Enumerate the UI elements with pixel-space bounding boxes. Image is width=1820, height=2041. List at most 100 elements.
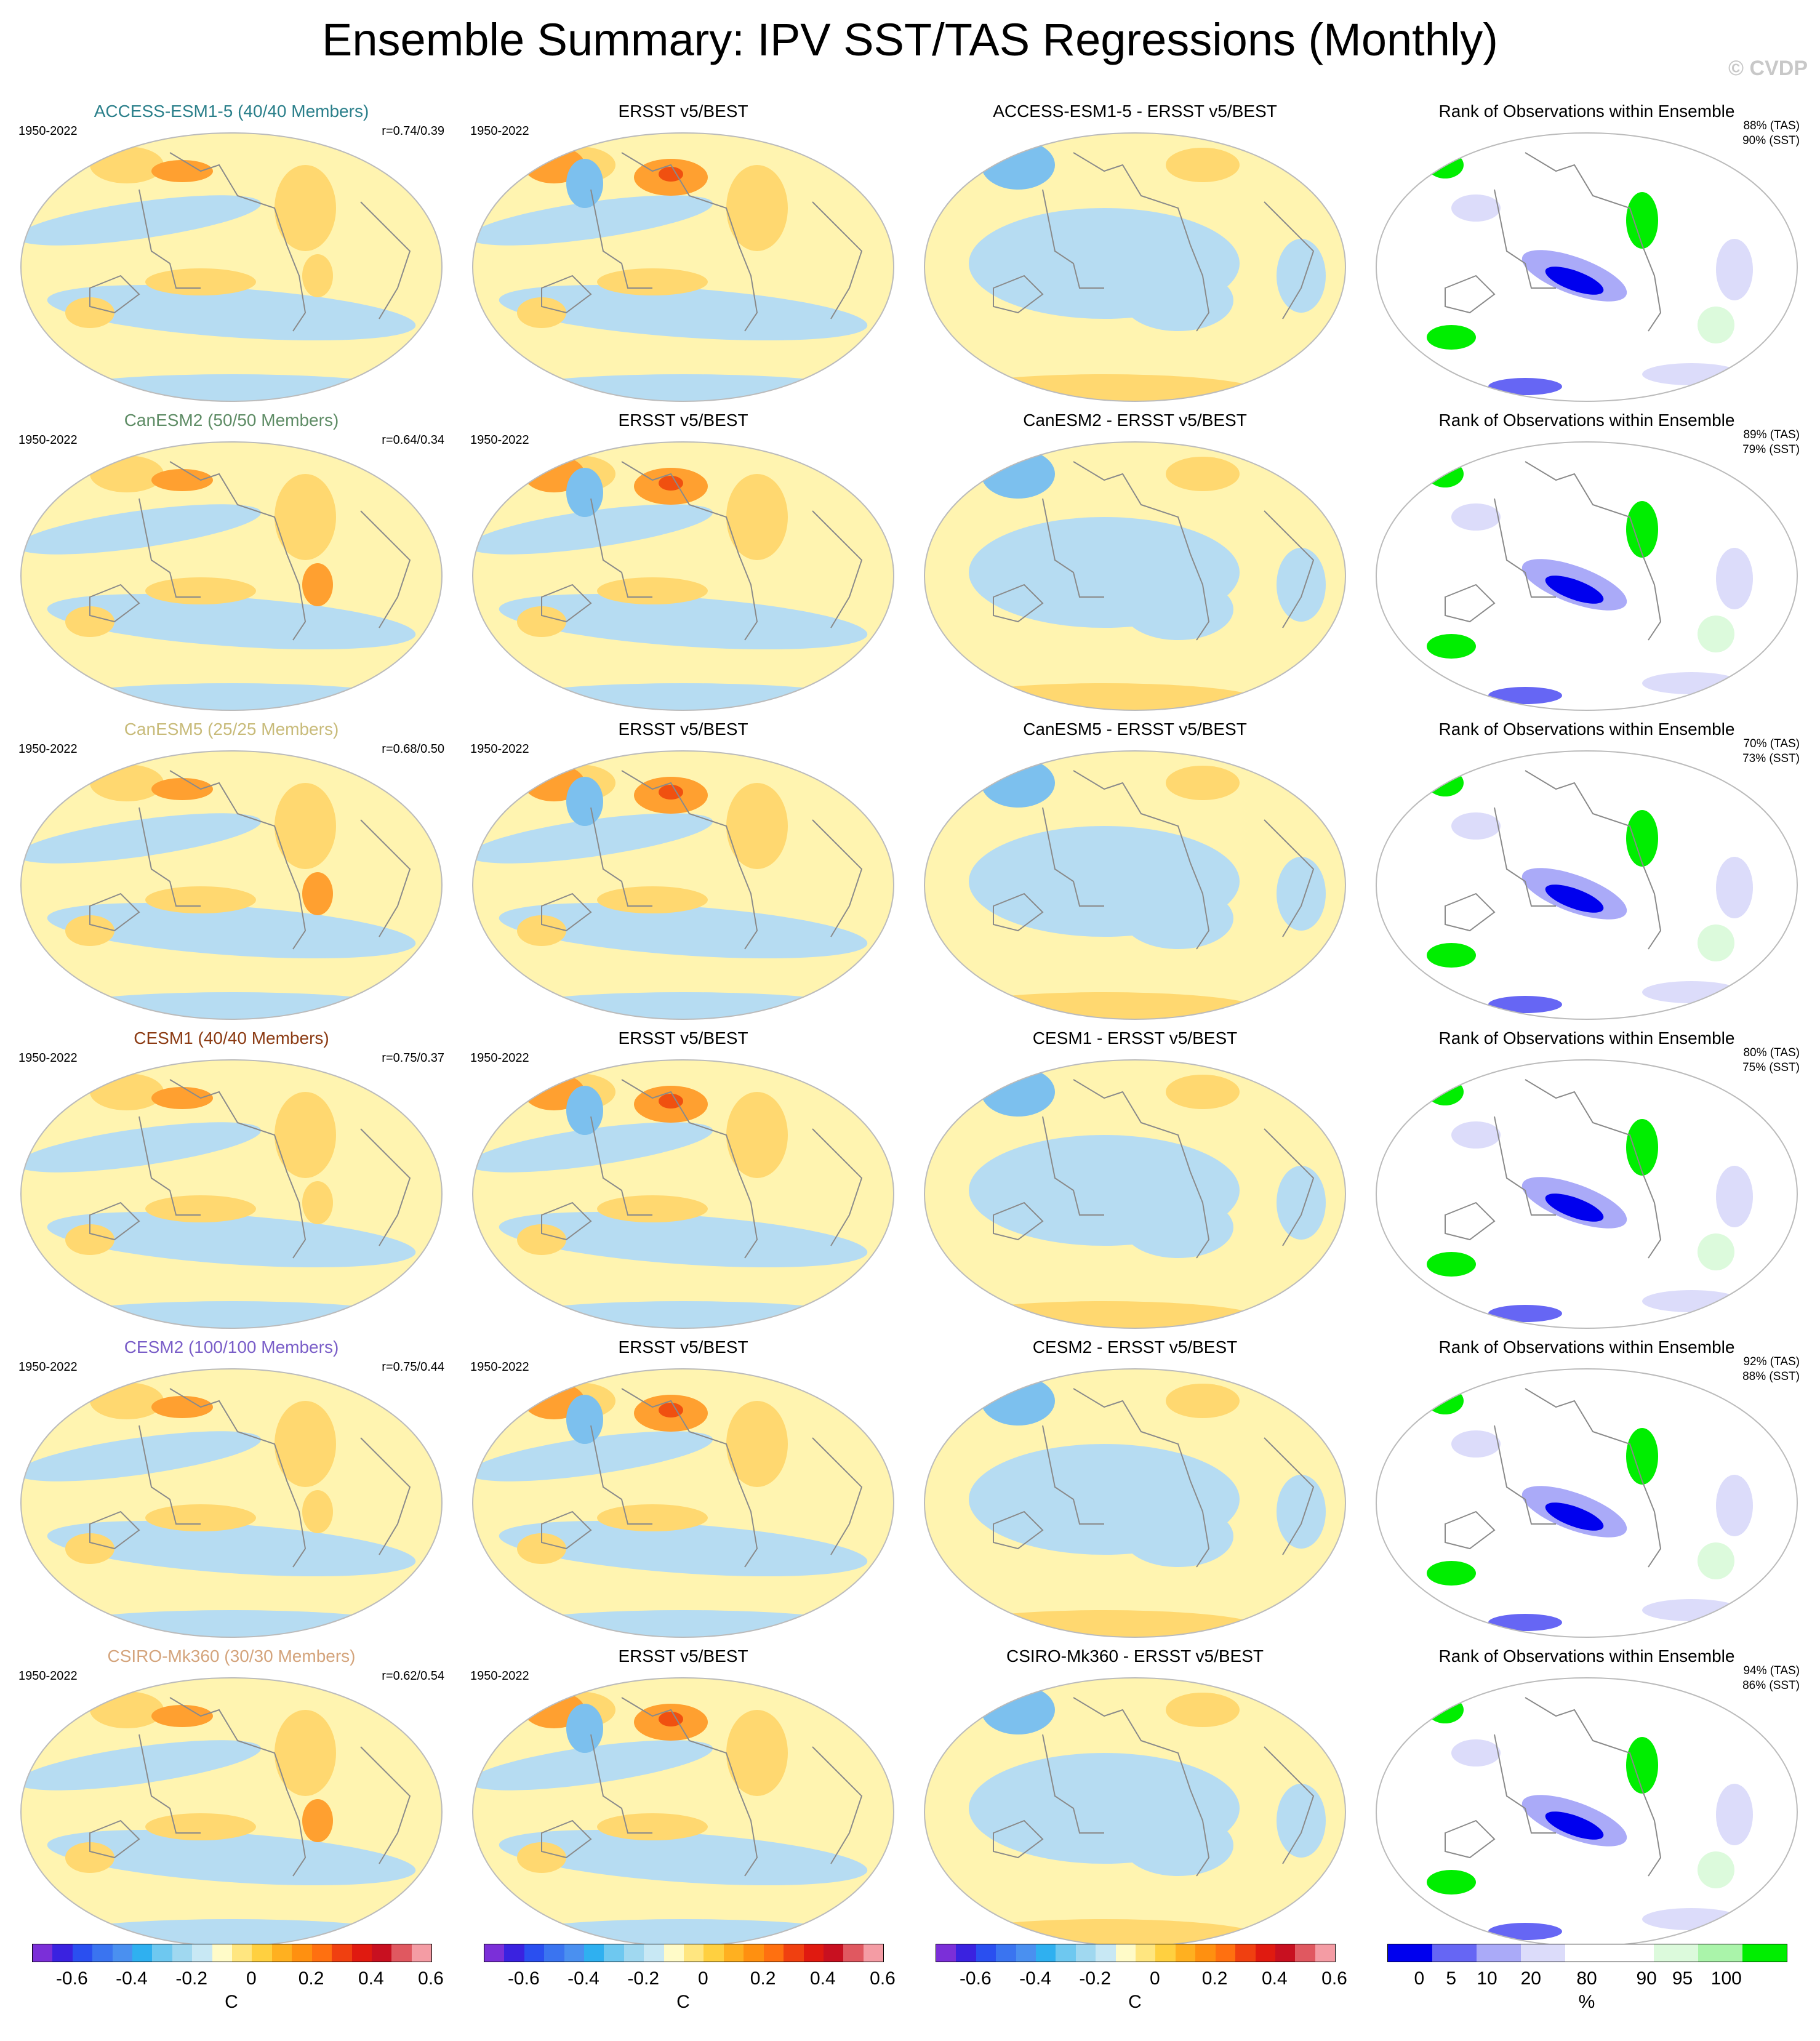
colorbar-cell (1521, 1944, 1565, 1962)
colorbar-cell (784, 1944, 804, 1962)
colorbar-obs: -0.6 -0.4 -0.2 0 0.2 0.4 0.6 C (484, 1944, 896, 2030)
rank-title: Rank of Observations within Ensemble (1438, 1646, 1735, 1666)
model-map (16, 1364, 447, 1642)
colorbar-cell (271, 1944, 292, 1962)
model-panel: CESM2 (100/100 Members) 1950-2022 r=0.75/0… (5, 1337, 458, 1646)
colorbar-cell (1654, 1944, 1698, 1962)
colorbar-cell (1432, 1944, 1477, 1962)
panel-row: CanESM2 (50/50 Members) 1950-2022 r=0.64/0… (0, 410, 1820, 719)
colorbar-tick-label: 0.2 (298, 1968, 324, 1989)
colorbar-cell (311, 1944, 332, 1962)
difference-title: ACCESS-ESM1-5 - ERSST v5/BEST (993, 102, 1277, 121)
period-label: 1950-2022 (470, 433, 529, 447)
obs-map (468, 746, 899, 1024)
colorbar-cell (1036, 1944, 1056, 1962)
colorbar-tick-label: 95 (1672, 1968, 1693, 1989)
colorbar-cell (1195, 1944, 1216, 1962)
panel-row: CESM1 (40/40 Members) 1950-2022 r=0.75/0.3… (0, 1028, 1820, 1337)
colorbar-cell (544, 1944, 564, 1962)
colorbar-cell (763, 1944, 784, 1962)
colorbar-cell (956, 1944, 976, 1962)
colorbar-cell (744, 1944, 764, 1962)
colorbar-tick-label: 0 (1414, 1968, 1425, 1989)
colorbar-cell (1698, 1944, 1742, 1962)
period-label: 1950-2022 (18, 1051, 78, 1065)
period-label: 1950-2022 (470, 1669, 529, 1683)
colorbar-cell (192, 1944, 212, 1962)
colorbar-tick-label: -0.2 (627, 1968, 660, 1989)
colorbar-cell (1075, 1944, 1096, 1962)
colorbar-tick-label: 0.6 (1321, 1968, 1347, 1989)
colorbar-cell (152, 1944, 172, 1962)
difference-title: CanESM5 - ERSST v5/BEST (1023, 720, 1247, 739)
panel-row: CSIRO-Mk360 (30/30 Members) 1950-2022 r=0.… (0, 1646, 1820, 1955)
colorbar-tick-label: 0.4 (809, 1968, 836, 1989)
model-title: ACCESS-ESM1-5 (40/40 Members) (94, 102, 369, 121)
rank-tas-label: 92% (TAS) (1743, 1355, 1800, 1368)
colorbar-tick-label: 100 (1710, 1968, 1742, 1989)
colorbar-cell (684, 1944, 704, 1962)
obs-map (468, 128, 899, 406)
colorbar-tick-label: 20 (1520, 1968, 1541, 1989)
panel-row: CESM2 (100/100 Members) 1950-2022 r=0.75/0… (0, 1337, 1820, 1646)
difference-map (920, 1673, 1350, 1951)
model-map (16, 746, 447, 1024)
rank-panel: Rank of Observations within Ensemble 89% … (1360, 410, 1813, 719)
colorbar-cell (823, 1944, 844, 1962)
colorbar-unit: C (225, 1992, 238, 2012)
rank-panel: Rank of Observations within Ensemble 70% … (1360, 719, 1813, 1028)
colorbar-tick-label: -0.4 (1019, 1968, 1051, 1989)
rank-tas-label: 89% (TAS) (1743, 428, 1800, 441)
colorbar-cell (584, 1944, 604, 1962)
colorbar-tick-label: 5 (1446, 1968, 1457, 1989)
colorbar-cell (212, 1944, 233, 1962)
colorbar-cell (1388, 1944, 1432, 1962)
colorbar-cell (1255, 1944, 1275, 1962)
colorbar-cell (604, 1944, 624, 1962)
model-map (16, 437, 447, 715)
rank-sst-label: 88% (SST) (1742, 1370, 1800, 1383)
colorbar-cell (663, 1944, 684, 1962)
difference-title: CESM1 - ERSST v5/BEST (1032, 1029, 1238, 1048)
panel-row: ACCESS-ESM1-5 (40/40 Members) 1950-2022 r=… (0, 101, 1820, 410)
colorbar-tick-label: 10 (1477, 1968, 1497, 1989)
colorbar-cell (52, 1944, 73, 1962)
colorbar-tick-label: 0.4 (358, 1968, 384, 1989)
model-panel: CanESM2 (50/50 Members) 1950-2022 r=0.64/0… (5, 410, 458, 719)
obs-title: ERSST v5/BEST (618, 1029, 748, 1048)
colorbar-tick-label: 90 (1636, 1968, 1657, 1989)
colorbar-cell (524, 1944, 545, 1962)
colorbar-cell (391, 1944, 412, 1962)
colorbar-cell (1295, 1944, 1315, 1962)
rank-title: Rank of Observations within Ensemble (1438, 102, 1735, 121)
period-label: 1950-2022 (18, 124, 78, 138)
colorbar-cell (704, 1944, 724, 1962)
colorbar-cell (1275, 1944, 1296, 1962)
colorbar-cell (1155, 1944, 1176, 1962)
difference-title: CESM2 - ERSST v5/BEST (1032, 1337, 1238, 1357)
rank-map (1371, 746, 1802, 1024)
model-title: CESM1 (40/40 Members) (134, 1029, 329, 1048)
correlation-label: r=0.62/0.54 (382, 1669, 444, 1683)
period-label: 1950-2022 (18, 1360, 78, 1374)
period-label: 1950-2022 (18, 1669, 78, 1683)
colorbar-cell (1016, 1944, 1036, 1962)
obs-map (468, 1673, 899, 1951)
rank-tas-label: 80% (TAS) (1743, 1046, 1800, 1059)
rank-title: Rank of Observations within Ensemble (1438, 720, 1735, 739)
correlation-label: r=0.74/0.39 (382, 124, 444, 138)
rank-panel: Rank of Observations within Ensemble 94% … (1360, 1646, 1813, 1955)
difference-panel: CanESM5 - ERSST v5/BEST (908, 719, 1361, 1028)
model-map (16, 128, 447, 406)
colorbar-cell (863, 1944, 884, 1962)
colorbar-cell (1610, 1944, 1654, 1962)
colorbar-cell (996, 1944, 1016, 1962)
colorbar-cell (232, 1944, 252, 1962)
colorbar-cell (484, 1944, 505, 1962)
colorbar-cell (72, 1944, 93, 1962)
period-label: 1950-2022 (470, 1051, 529, 1065)
obs-panel: ERSST v5/BEST 1950-2022 (457, 1028, 910, 1337)
colorbar-tick-label: -0.6 (55, 1968, 88, 1989)
rank-tas-label: 70% (TAS) (1743, 737, 1800, 750)
colorbar-cell (132, 1944, 153, 1962)
